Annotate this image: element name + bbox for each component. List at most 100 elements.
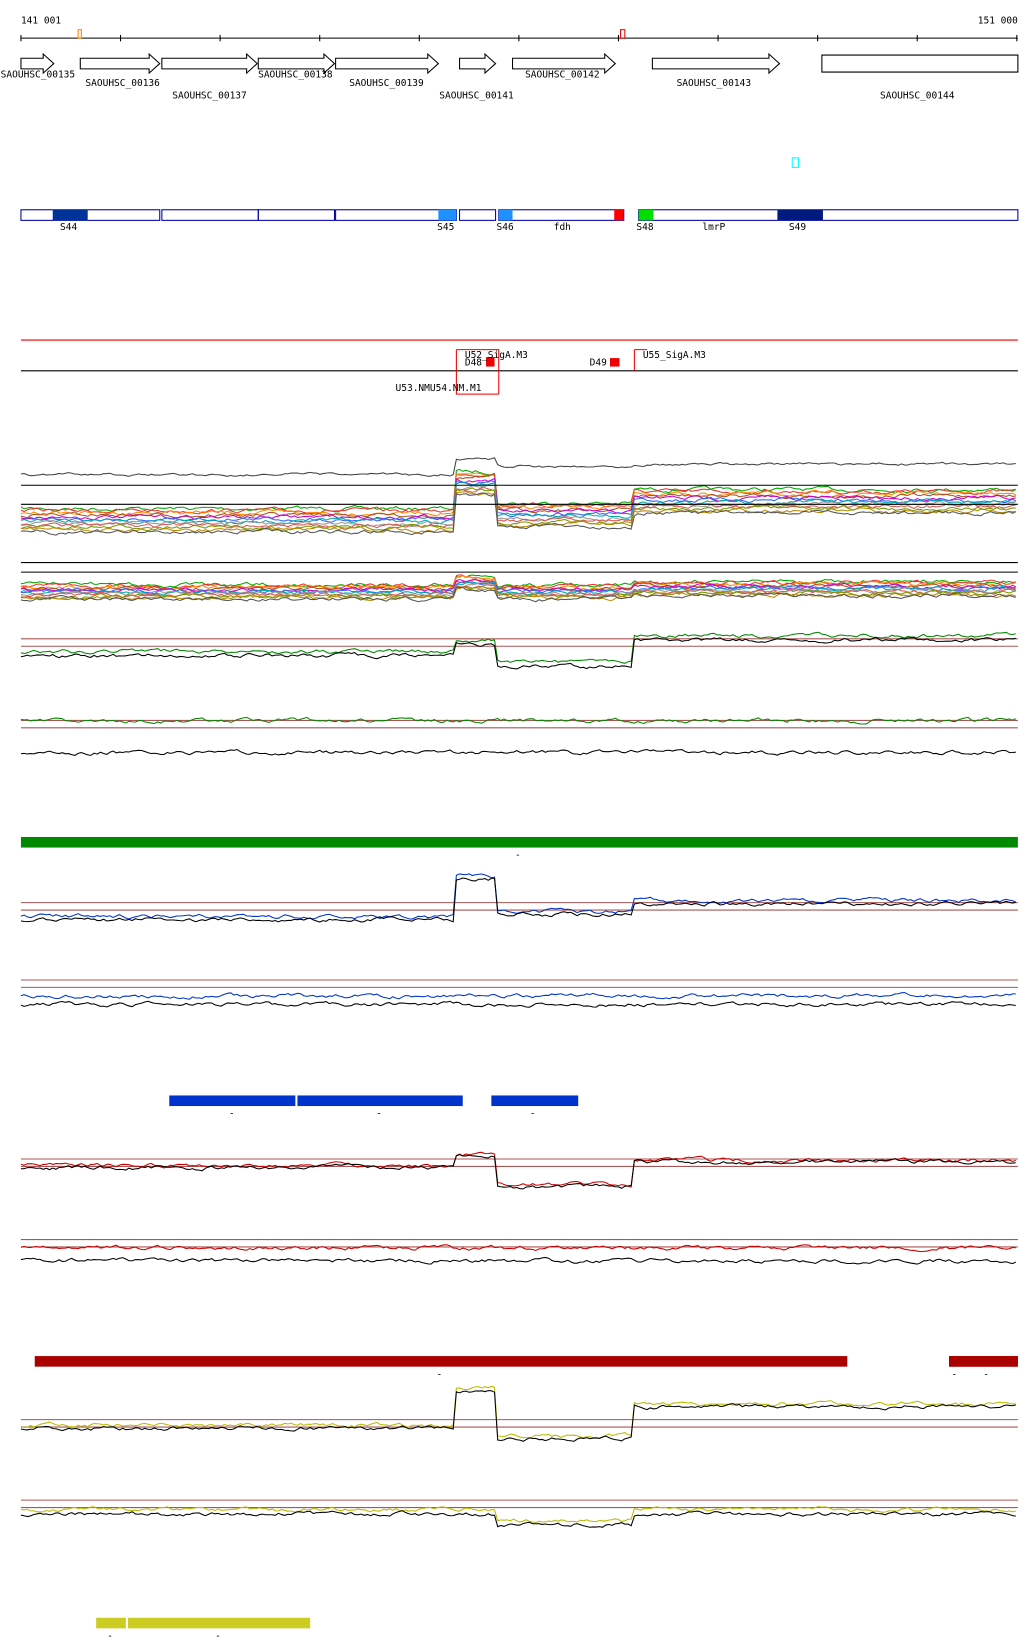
segment-label: S44 xyxy=(60,222,77,233)
region-bar xyxy=(20,836,1018,848)
region-strand: - xyxy=(437,1369,443,1380)
gene-label: SAOUHSC_00135 xyxy=(1,69,75,80)
profile-line xyxy=(20,992,1016,1000)
gene-label: SAOUHSC_00144 xyxy=(880,91,955,102)
profile-line xyxy=(20,490,1016,534)
segment-block xyxy=(638,209,654,221)
gene-arrow xyxy=(821,54,1019,73)
region-strand: - xyxy=(376,1109,382,1120)
profile-line xyxy=(20,578,1016,594)
profile-line xyxy=(20,472,1016,517)
segment-label: S48 xyxy=(636,222,653,233)
gene-arrow xyxy=(459,52,497,75)
profile-line xyxy=(20,1000,1016,1008)
gene-arrow xyxy=(161,52,258,75)
profile-line xyxy=(20,480,1016,525)
profile-line xyxy=(20,748,1016,756)
region-strand: - xyxy=(215,1631,221,1640)
segment-block xyxy=(498,209,513,221)
marker xyxy=(791,157,800,168)
profile-line xyxy=(20,631,1016,664)
profile-line xyxy=(20,1510,1016,1528)
segment-block xyxy=(614,209,624,221)
ruler-start: 141 001 xyxy=(21,15,61,26)
gene-arrow xyxy=(335,52,440,75)
profile-line xyxy=(20,487,1016,529)
feature-label: U52_SigA.M3 xyxy=(465,350,528,361)
ruler-end: 151 000 xyxy=(978,15,1018,26)
segment xyxy=(498,209,625,221)
feature-bracket xyxy=(633,349,648,371)
profile-line xyxy=(20,716,1016,725)
gene-arrow xyxy=(79,52,161,75)
feature-label: U55_SigA.M3 xyxy=(643,350,706,361)
region-bar xyxy=(127,1617,311,1629)
segment xyxy=(257,209,336,221)
profile-line xyxy=(20,873,1016,920)
gene-label: SAOUHSC_00141 xyxy=(439,91,514,102)
profile-line xyxy=(20,477,1016,521)
ruler-mark xyxy=(620,29,626,39)
segment-label: S46 xyxy=(497,222,514,233)
gene-label: SAOUHSC_00136 xyxy=(85,78,160,89)
profile-line xyxy=(20,1506,1016,1524)
segment-label: fdh xyxy=(554,222,571,233)
profile-line xyxy=(20,575,1016,591)
region-bar xyxy=(96,1617,126,1629)
profile-line xyxy=(20,1154,1016,1190)
profile-line xyxy=(20,1244,1016,1253)
profile-line xyxy=(20,487,1016,532)
region-strand: - xyxy=(515,850,521,861)
region-bar xyxy=(949,1356,1018,1367)
gene-arrow xyxy=(257,52,336,75)
feature-block xyxy=(609,358,620,367)
ruler-mark xyxy=(77,29,82,39)
feature-label: D49 xyxy=(590,358,607,369)
segment xyxy=(20,209,161,221)
profile-line xyxy=(20,584,1016,599)
segment-block xyxy=(52,209,88,221)
profile-line xyxy=(20,586,1016,603)
gene-label: SAOUHSC_00139 xyxy=(349,78,424,89)
feature-bracket xyxy=(455,349,500,395)
region-bar xyxy=(169,1095,296,1107)
segment xyxy=(638,209,1019,221)
segment xyxy=(335,209,457,221)
region-strand: - xyxy=(107,1631,113,1640)
profile-line xyxy=(20,1385,1016,1440)
segment xyxy=(161,209,259,221)
region-strand: - xyxy=(983,1369,989,1380)
gene-label: SAOUHSC_00137 xyxy=(172,91,247,102)
profile-line xyxy=(20,1151,1016,1188)
profile-line xyxy=(20,586,1016,601)
feature-block xyxy=(486,357,495,367)
gene-arrow xyxy=(651,52,781,75)
profile-line xyxy=(20,1256,1016,1265)
profile-line xyxy=(20,636,1016,670)
region-strand: - xyxy=(530,1109,536,1120)
segment-label: S49 xyxy=(789,222,806,233)
gene-label: SAOUHSC_00138 xyxy=(258,69,333,80)
gene-label: SAOUHSC_00143 xyxy=(677,78,752,89)
segment-label: S45 xyxy=(437,222,454,233)
segment-label: lmrP xyxy=(702,222,725,233)
profile-line xyxy=(20,877,1016,923)
segment-block xyxy=(777,209,823,221)
profile-line xyxy=(20,1390,1016,1442)
profile-line xyxy=(20,457,1016,477)
region-strand: - xyxy=(229,1109,235,1120)
region-bar xyxy=(297,1095,463,1107)
segment xyxy=(459,209,497,221)
feature-label: D48 xyxy=(465,358,482,369)
region-strand: - xyxy=(951,1369,957,1380)
gene-label: SAOUHSC_00142 xyxy=(525,69,599,80)
region-bar xyxy=(491,1095,579,1107)
profile-line xyxy=(20,492,1017,536)
feature-label: U54.NM.M1 xyxy=(430,383,482,394)
gene-arrow xyxy=(20,52,55,75)
region-bar xyxy=(34,1356,848,1367)
gene-arrow xyxy=(512,52,617,75)
feature-label: U53.NM xyxy=(396,383,431,394)
segment-block xyxy=(438,209,457,221)
